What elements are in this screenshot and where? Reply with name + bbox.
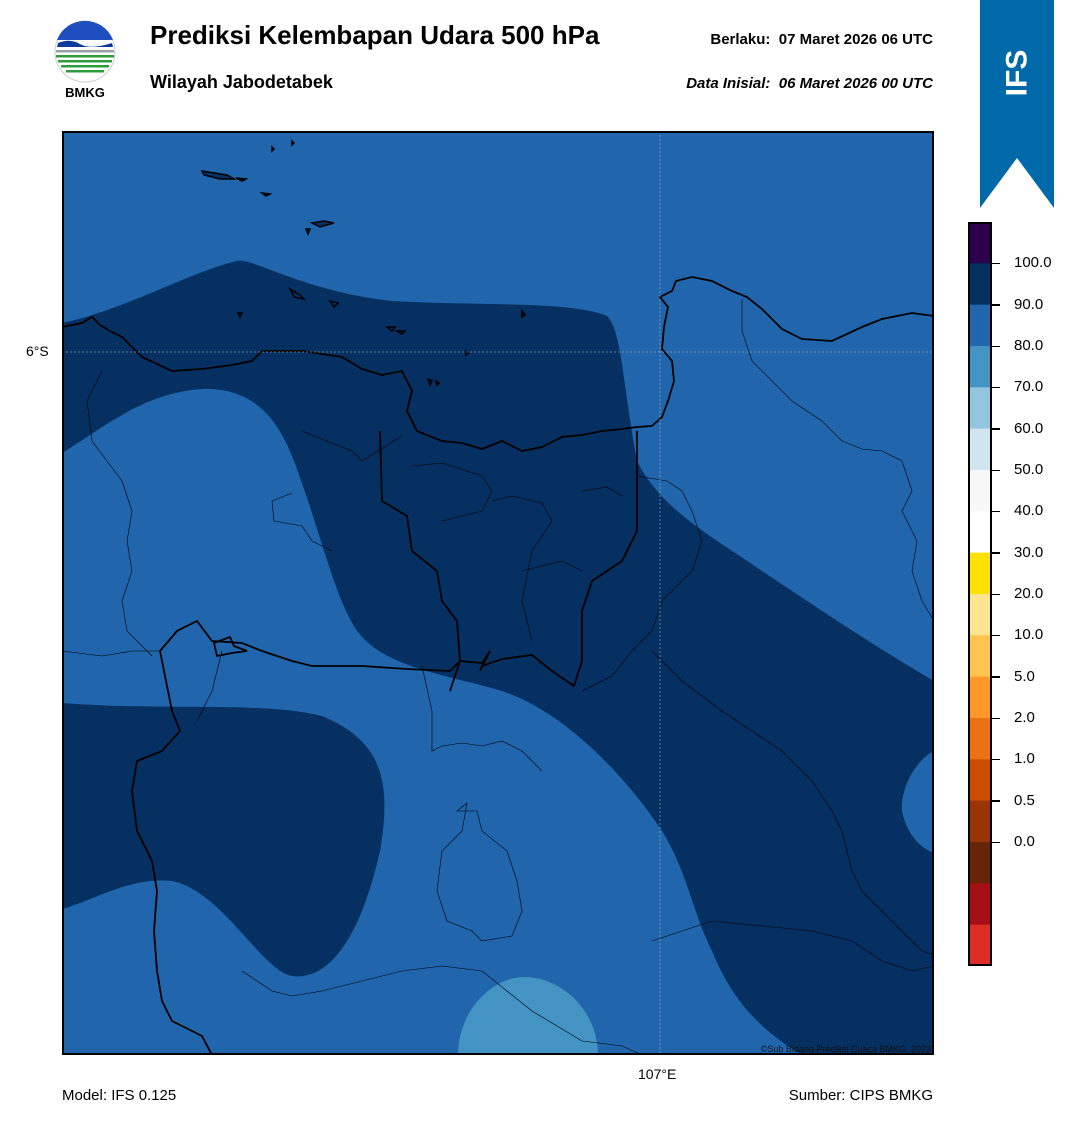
- colorbar-tick-label: 70.0: [1014, 378, 1044, 396]
- colorbar-tick-mark: [992, 634, 1000, 637]
- colorbar-swatch: [968, 635, 992, 678]
- colorbar-tick-mark: [992, 552, 1000, 554]
- colorbar-swatch: [968, 387, 992, 430]
- source-label: Sumber: CIPS BMKG: [788, 1087, 933, 1104]
- logo-text: BMKG: [65, 85, 105, 100]
- humidity-band-70-80: [458, 977, 598, 1055]
- colorbar-swatch: [968, 594, 992, 636]
- islands: [200, 139, 527, 387]
- ifs-ribbon-label: IFS: [980, 38, 1054, 108]
- colorbar-tick-mark: [992, 717, 1000, 719]
- humidity-band-80-90-east: [901, 751, 934, 853]
- regency-border: [62, 299, 934, 1055]
- colorbar-tick-label: 90.0: [1014, 295, 1044, 313]
- colorbar-tick-mark: [992, 676, 1000, 678]
- colorbar-swatch: [968, 759, 992, 802]
- coastline: [62, 276, 934, 452]
- colorbar-tick-label: 40.0: [1014, 502, 1044, 520]
- model-label: Model: IFS 0.125: [62, 1087, 177, 1104]
- colorbar-swatch: [968, 428, 992, 471]
- colorbar-tick-mark: [992, 304, 1000, 306]
- colorbar-tick-label: 10.0: [1014, 626, 1044, 644]
- colorbar-tick-label: 30.0: [1014, 543, 1044, 561]
- colorbar-swatch: [968, 924, 992, 966]
- humidity-band-90-100: [62, 260, 934, 1055]
- colorbar-tick-label: 60.0: [1014, 419, 1044, 437]
- gridlines: [62, 131, 934, 1055]
- valid-time: Berlaku: 07 Maret 2026 06 UTC: [710, 31, 933, 48]
- bmkg-logo-icon: [54, 20, 116, 83]
- page-subtitle: Wilayah Jabodetabek: [150, 72, 333, 92]
- colorbar-swatch: [968, 676, 992, 719]
- init-time-value: 06 Maret 2026 00 UTC: [778, 75, 933, 92]
- colorbar-tick-label: 2.0: [1014, 709, 1035, 726]
- map-credit: ©Sub Bidang Prediksi Cuaca BMKG, 2023: [760, 1044, 931, 1054]
- colorbar-swatch: [968, 552, 992, 595]
- colorbar-swatch: [968, 222, 992, 264]
- humidity-map: [62, 131, 934, 1055]
- init-time-label: Data Inisial:: [686, 75, 771, 92]
- colorbar-swatch: [968, 842, 992, 884]
- colorbar-swatch: [968, 800, 992, 843]
- colorbar-tick-mark: [992, 800, 1000, 802]
- colorbar-tick-label: 1.0: [1014, 750, 1035, 768]
- valid-time-value: 07 Maret 2026 06 UTC: [778, 31, 933, 48]
- colorbar-swatch: [968, 718, 992, 760]
- province-border: [131, 430, 638, 1055]
- map-frame: [62, 131, 934, 1055]
- colorbar-swatch: [968, 304, 992, 347]
- colorbar-tick-mark: [992, 841, 1000, 843]
- colorbar-tick-mark: [992, 262, 1000, 265]
- colorbar-tick-label: 20.0: [1014, 585, 1044, 602]
- colorbar-tick-label: 0.0: [1014, 833, 1035, 850]
- colorbar-swatch: [968, 346, 992, 388]
- colorbar-tick-label: 50.0: [1014, 461, 1044, 478]
- colorbar-frame: [968, 222, 992, 966]
- colorbar-swatch: [968, 883, 992, 926]
- colorbar-swatch: [968, 470, 992, 512]
- colorbar-tick-label: 5.0: [1014, 667, 1035, 685]
- colorbar-tick-mark: [992, 593, 1000, 595]
- colorbar-tick-mark: [992, 758, 1000, 761]
- ifs-ribbon-text: IFS: [999, 49, 1033, 97]
- ifs-ribbon: [980, 0, 1054, 208]
- colorbar-swatch: [968, 511, 992, 554]
- colorbar-tick-mark: [992, 510, 1000, 513]
- colorbar: [968, 222, 992, 966]
- colorbar-swatch: [968, 263, 992, 306]
- init-time: Data Inisial: 06 Maret 2026 00 UTC: [686, 75, 933, 92]
- colorbar-tick-label: 100.0: [1014, 254, 1052, 272]
- page-title: Prediksi Kelembapan Udara 500 hPa: [150, 20, 600, 50]
- longitude-label: 107°E: [638, 1066, 677, 1082]
- colorbar-tick-mark: [992, 428, 1000, 430]
- valid-time-label: Berlaku:: [710, 31, 771, 48]
- colorbar-tick-mark: [992, 386, 1000, 389]
- colorbar-tick-mark: [992, 345, 1000, 347]
- colorbar-tick-label: 0.5: [1014, 791, 1035, 809]
- latitude-label: 6°S: [26, 343, 49, 359]
- colorbar-tick-label: 80.0: [1014, 337, 1044, 354]
- colorbar-tick-mark: [992, 469, 1000, 471]
- humidity-band-90-100-southwest: [62, 703, 385, 977]
